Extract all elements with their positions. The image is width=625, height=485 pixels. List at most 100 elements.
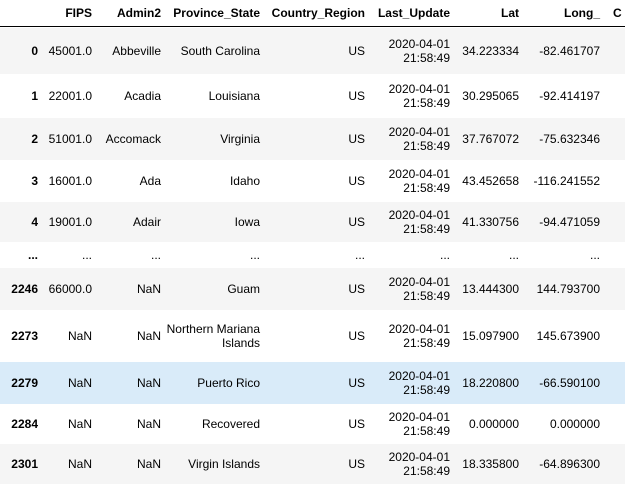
cell-long-text: -64.896300 (539, 457, 600, 471)
cell-country-text: US (348, 417, 365, 431)
cell-country-text: US (348, 282, 365, 296)
cell-index-text: 2246 (11, 282, 38, 296)
cell-index-text: 2 (31, 132, 38, 146)
cell-lat: 0.000000 (457, 404, 519, 444)
cell-fips: NaN (42, 444, 92, 484)
cell-index-text: 2279 (11, 376, 38, 390)
cell-country-text: US (348, 329, 365, 343)
column-header-lat-text: Lat (501, 6, 519, 20)
cell-update-text: 2020-04-01 21:58:49 (388, 37, 450, 65)
table-row: 4 19001.0 Adair Iowa US 2020-04-01 21:58:49 41… (0, 202, 625, 242)
cell-lat-text: 18.220800 (462, 376, 519, 390)
cell-admin2-text: Accomack (105, 132, 161, 146)
cell-country: US (265, 362, 365, 404)
cell-fips: 19001.0 (42, 202, 92, 242)
cell-province-text: ... (249, 248, 260, 262)
cell-country: US (265, 118, 365, 160)
cell-index-text: 2301 (11, 457, 38, 471)
cell-country-text: ... (354, 248, 365, 262)
cell-admin2-text: NaN (136, 329, 161, 343)
table-row: 1 22001.0 Acadia Louisiana US 2020-04-01 21:5… (0, 74, 625, 118)
cell-admin2: NaN (97, 444, 161, 484)
cell-update-text: 2020-04-01 21:58:49 (388, 450, 450, 478)
cell-lat: 37.767072 (457, 118, 519, 160)
cell-lat-text: 18.335800 (462, 457, 519, 471)
cell-update-text: 2020-04-01 21:58:49 (388, 208, 450, 236)
cell-long-text: -94.471059 (539, 215, 600, 229)
cell-long: 145.673900 (522, 310, 600, 362)
cell-lat: 34.223334 (457, 28, 519, 74)
cell-long: 144.793700 (522, 268, 600, 310)
cell-fips: ... (42, 242, 92, 268)
table-row: 3 16001.0 Ada Idaho US 2020-04-01 21:58:49 43.… (0, 160, 625, 202)
cell-fips: 45001.0 (42, 28, 92, 74)
cell-long: -92.414197 (522, 74, 600, 118)
cell-country-text: US (348, 376, 365, 390)
column-header-long: Long_ (522, 0, 600, 26)
cell-index: 2273 (4, 310, 38, 362)
cell-admin2-text: NaN (136, 417, 161, 431)
column-header-clipped: C (613, 0, 625, 26)
cell-country-text: US (348, 132, 365, 146)
cell-admin2-text: NaN (136, 457, 161, 471)
column-header-province-text: Province_State (173, 6, 260, 20)
cell-lat-text: 0.000000 (468, 417, 519, 431)
column-header-update-text: Last_Update (377, 6, 450, 20)
cell-admin2-text: Acadia (124, 89, 161, 103)
cell-province-text: Iowa (234, 215, 260, 229)
cell-long: -66.590100 (522, 362, 600, 404)
cell-province: Northern Mariana Islands (165, 310, 260, 362)
column-header-country-text: Country_Region (271, 6, 365, 20)
table-row: 2246 66000.0 NaN Guam US 2020-04-01 21:58:49 1… (0, 268, 625, 310)
cell-long-text: -66.590100 (539, 376, 600, 390)
cell-index: 2 (4, 118, 38, 160)
cell-fips-text: 19001.0 (48, 215, 92, 229)
cell-fips-text: NaN (67, 417, 92, 431)
cell-admin2: ... (97, 242, 161, 268)
cell-country-text: US (348, 89, 365, 103)
cell-fips: 51001.0 (42, 118, 92, 160)
cell-index: 2284 (4, 404, 38, 444)
cell-lat: 15.097900 (457, 310, 519, 362)
cell-country: US (265, 404, 365, 444)
table-row: 2301 NaN NaN Virgin Islands US 2020-04-01 21:… (0, 444, 625, 484)
cell-long-text: -75.632346 (539, 132, 600, 146)
cell-update: 2020-04-01 21:58:49 (374, 268, 450, 310)
cell-update: 2020-04-01 21:58:49 (374, 202, 450, 242)
cell-long: -75.632346 (522, 118, 600, 160)
cell-long-text: 0.000000 (549, 417, 600, 431)
cell-update-text: ... (439, 248, 450, 262)
cell-index-text: ... (27, 248, 38, 262)
cell-update-text: 2020-04-01 21:58:49 (388, 410, 450, 438)
cell-province: Virginia (165, 118, 260, 160)
cell-index-text: 2273 (11, 329, 38, 343)
cell-fips-text: 16001.0 (48, 174, 92, 188)
column-header-admin2-text: Admin2 (116, 6, 161, 20)
cell-update: 2020-04-01 21:58:49 (374, 310, 450, 362)
cell-fips-text: 22001.0 (48, 89, 92, 103)
cell-update: 2020-04-01 21:58:49 (374, 28, 450, 74)
cell-index: 4 (4, 202, 38, 242)
cell-fips-text: 45001.0 (48, 44, 92, 58)
cell-admin2: NaN (97, 310, 161, 362)
cell-update-text: 2020-04-01 21:58:49 (388, 82, 450, 110)
cell-fips-text: NaN (67, 376, 92, 390)
cell-index-text: 0 (31, 44, 38, 58)
column-header-lat: Lat (457, 0, 519, 26)
cell-update-text: 2020-04-01 21:58:49 (388, 167, 450, 195)
cell-admin2: NaN (97, 362, 161, 404)
cell-province: ... (165, 242, 260, 268)
cell-province: Virgin Islands (165, 444, 260, 484)
cell-lat: 43.452658 (457, 160, 519, 202)
cell-admin2: Acadia (97, 74, 161, 118)
cell-admin2: Adair (97, 202, 161, 242)
cell-province-text: Idaho (229, 174, 260, 188)
cell-fips-text: ... (81, 248, 92, 262)
cell-province-text: Louisiana (208, 89, 260, 103)
cell-country-text: US (348, 215, 365, 229)
cell-lat: ... (457, 242, 519, 268)
cell-country: US (265, 28, 365, 74)
cell-index-text: 1 (31, 89, 38, 103)
cell-long-text: 144.793700 (536, 282, 600, 296)
cell-country: US (265, 444, 365, 484)
